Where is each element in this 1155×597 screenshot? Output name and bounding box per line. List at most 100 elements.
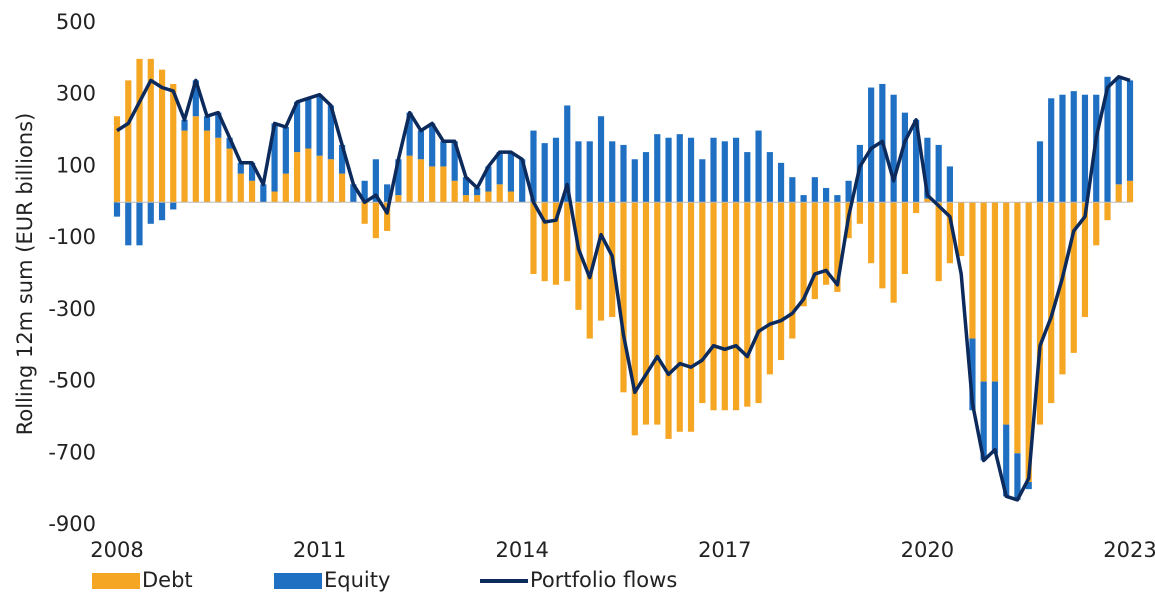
bar <box>913 119 920 203</box>
bar <box>316 155 323 203</box>
bar <box>980 202 987 382</box>
bar <box>136 58 143 203</box>
bar <box>1126 80 1134 181</box>
bar <box>575 141 582 203</box>
bar <box>789 177 796 203</box>
bar <box>1115 76 1122 185</box>
bar <box>305 98 312 149</box>
bar <box>609 141 616 203</box>
bar <box>474 187 481 196</box>
bar <box>676 134 683 203</box>
bar <box>890 94 897 203</box>
bar <box>226 148 233 203</box>
bar <box>485 166 492 192</box>
bar <box>316 94 323 156</box>
bar <box>665 202 672 439</box>
y-tick-label: -100 <box>48 225 96 249</box>
bar <box>721 202 728 411</box>
bar <box>203 116 211 131</box>
bar <box>564 105 571 203</box>
bar <box>654 202 661 425</box>
bar <box>429 123 436 167</box>
bar <box>744 202 751 407</box>
bar <box>113 116 121 203</box>
bar <box>417 159 424 203</box>
bar <box>417 130 424 160</box>
bar <box>226 137 233 149</box>
bar <box>924 198 931 203</box>
bar <box>834 202 841 292</box>
bar <box>597 202 605 321</box>
bar <box>384 184 391 203</box>
y-tick-label: -500 <box>48 369 96 393</box>
bar <box>575 202 582 310</box>
bar <box>1070 202 1077 353</box>
bar <box>451 141 458 181</box>
bar <box>282 126 289 174</box>
bar <box>969 338 976 411</box>
bar <box>282 173 289 203</box>
y-tick-label: -300 <box>48 297 96 321</box>
bar <box>260 184 267 203</box>
bar <box>1059 202 1066 375</box>
bar <box>519 159 526 203</box>
bar <box>913 202 920 214</box>
bar <box>248 162 256 181</box>
bar <box>384 202 391 231</box>
bar <box>811 202 818 300</box>
bar <box>946 202 953 264</box>
bar <box>586 202 593 339</box>
bar <box>1093 202 1100 246</box>
bar <box>766 152 773 203</box>
bar <box>474 195 481 203</box>
bar <box>732 137 740 203</box>
y-tick-label: 500 <box>56 10 96 34</box>
bar <box>777 162 785 203</box>
bar <box>1048 98 1055 203</box>
bar <box>125 202 132 246</box>
bar <box>620 144 627 203</box>
bar <box>1025 202 1032 482</box>
bar <box>462 177 470 196</box>
y-tick-label: 300 <box>56 82 96 106</box>
bar <box>203 130 211 203</box>
bar <box>395 195 402 203</box>
bar <box>710 137 717 203</box>
bar <box>192 80 199 117</box>
x-tick-label: 2011 <box>293 538 346 562</box>
bar <box>1081 202 1089 318</box>
bar <box>597 116 605 203</box>
bar <box>823 187 830 203</box>
bar <box>541 202 548 282</box>
bar <box>699 159 706 203</box>
bar <box>271 191 278 203</box>
bar <box>361 202 368 224</box>
bar <box>158 69 166 203</box>
bar <box>1104 76 1111 203</box>
bar <box>147 58 154 203</box>
x-tick-label: 2014 <box>495 538 548 562</box>
bar <box>935 202 942 282</box>
bar <box>147 202 154 224</box>
bar <box>429 166 436 203</box>
legend-swatch <box>92 573 140 589</box>
bar <box>215 137 222 203</box>
bar <box>946 166 953 203</box>
bar <box>406 112 413 156</box>
bar <box>395 159 402 196</box>
bar <box>811 177 818 203</box>
bar <box>868 202 875 264</box>
bar <box>642 152 650 203</box>
bar <box>789 202 796 339</box>
bar <box>642 202 650 425</box>
bar <box>125 80 132 203</box>
bar <box>845 180 852 203</box>
bar <box>406 155 413 203</box>
bar <box>215 112 222 138</box>
bar <box>823 202 830 285</box>
bar <box>530 130 537 203</box>
bar <box>136 202 143 246</box>
bar <box>564 202 571 282</box>
bar <box>1126 180 1134 203</box>
bar <box>541 143 548 203</box>
